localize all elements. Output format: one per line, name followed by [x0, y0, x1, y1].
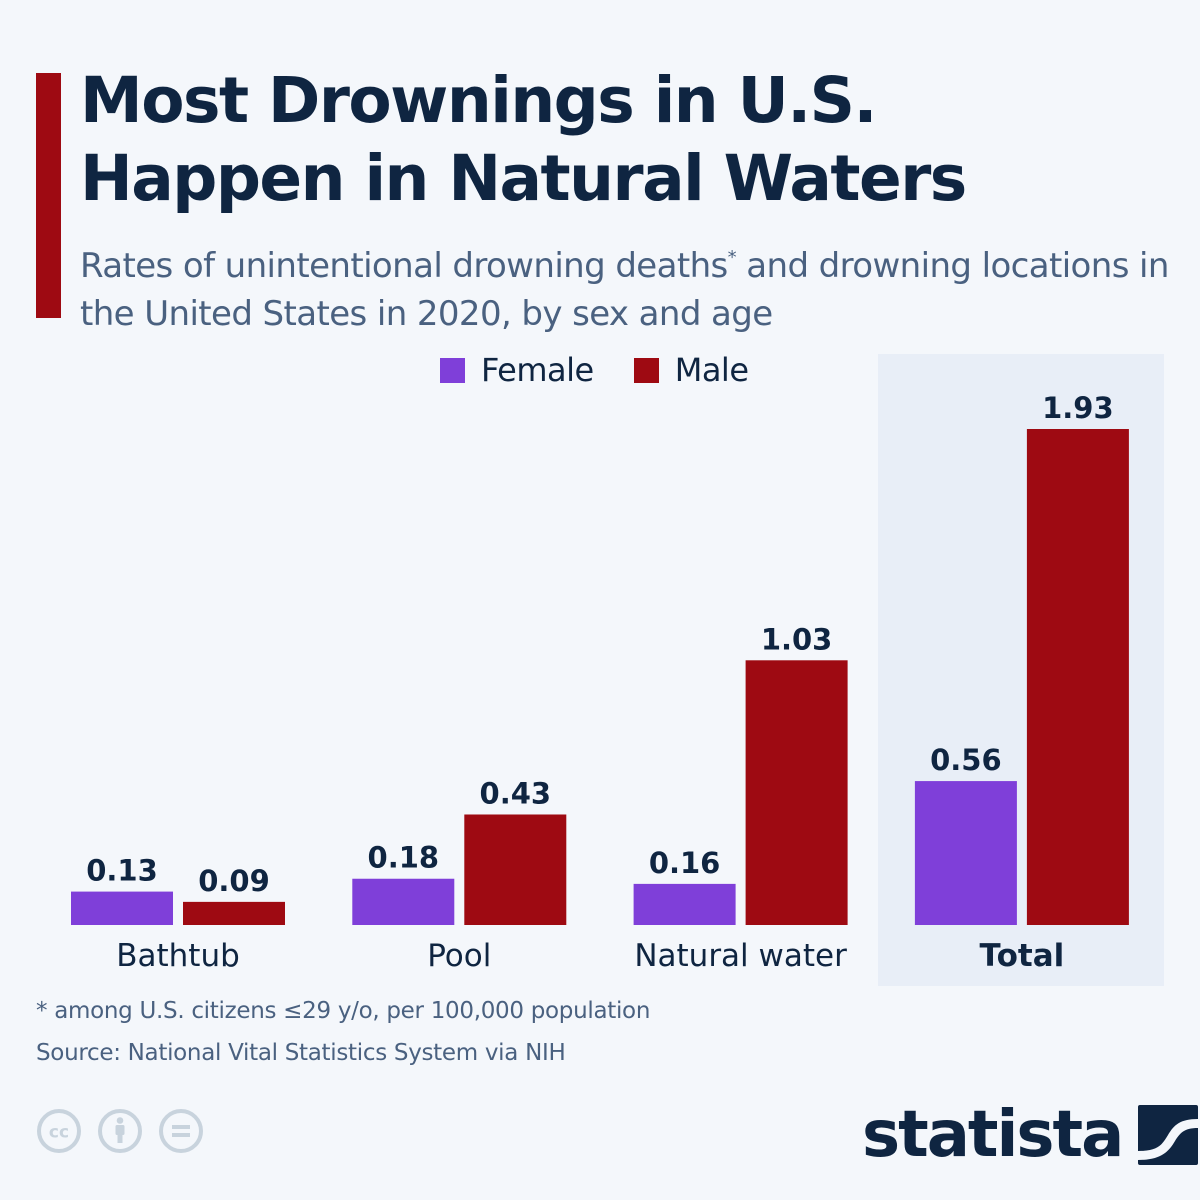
bar-group-bathtub: 0.13 0.09 Bathtub [71, 854, 285, 974]
data-label-natural-water-male: 1.03 [761, 622, 833, 656]
cc-icon[interactable]: cc [36, 1108, 82, 1154]
statista-wordmark: statista [862, 1098, 1124, 1172]
bar-group-pool: 0.18 0.43 Pool [352, 776, 567, 974]
legend-item-male: Male [633, 351, 749, 389]
data-label-natural-water-female: 0.16 [649, 846, 721, 880]
bar-total-female [914, 781, 1017, 925]
legend-swatch-male [633, 357, 659, 383]
bar-chart: 0.13 0.09 Bathtub 0.18 0.43 Pool 0.16 1.03 Natur… [71, 391, 1129, 974]
attribution-icon[interactable] [97, 1108, 143, 1154]
svg-text:cc: cc [49, 1123, 69, 1143]
statista-logo-icon [1138, 1105, 1199, 1165]
category-label-natural-water: Natural water [634, 938, 847, 974]
legend: Female Male [440, 351, 749, 389]
bar-total-male [1026, 429, 1129, 925]
bar-group-total: 0.56 1.93 Total [914, 391, 1129, 974]
category-label-bathtub: Bathtub [116, 938, 240, 974]
bar-natural-water-male [745, 660, 848, 925]
license-icons: cc [36, 1108, 204, 1154]
title-line-1: Most Drownings in U.S. [80, 64, 877, 137]
bar-bathtub-male [183, 901, 285, 925]
bar-natural-water-female [633, 883, 736, 925]
title-accent-bar [36, 73, 61, 318]
bar-bathtub-female [71, 891, 173, 925]
subtitle-asterisk: * [727, 247, 737, 268]
legend-item-female: Female [440, 351, 594, 389]
bar-pool-male [464, 814, 567, 925]
bar-pool-female [352, 878, 455, 925]
data-label-total-male: 1.93 [1042, 391, 1114, 425]
data-label-pool-male: 0.43 [480, 776, 552, 810]
title-line-2: Happen in Natural Waters [80, 142, 967, 215]
chart-subtitle: Rates of unintentional drowning deaths* … [80, 234, 1180, 338]
subtitle-text-1: Rates of unintentional drowning deaths [80, 246, 728, 286]
data-label-bathtub-male: 0.09 [198, 864, 270, 898]
no-derivatives-icon[interactable] [158, 1108, 204, 1154]
statista-logo[interactable]: statista [862, 1098, 1199, 1172]
legend-label-male: Male [674, 351, 749, 389]
subtitle-text-2: and drowning locations in the United Sta… [80, 246, 1169, 334]
legend-label-female: Female [481, 351, 594, 389]
bar-group-natural-water: 0.16 1.03 Natural water [633, 622, 848, 974]
data-label-total-female: 0.56 [930, 743, 1002, 777]
category-label-pool: Pool [427, 938, 491, 974]
data-label-pool-female: 0.18 [368, 841, 440, 875]
data-label-bathtub-female: 0.13 [86, 854, 158, 888]
category-label-total: Total [980, 938, 1065, 974]
legend-swatch-female [440, 357, 465, 383]
source-note: Source: National Vital Statistics System… [36, 1040, 566, 1066]
footnote: * among U.S. citizens ≤29 y/o, per 100,0… [36, 998, 651, 1024]
chart-title: Most Drownings in U.S. Happen in Natural… [80, 62, 1180, 218]
